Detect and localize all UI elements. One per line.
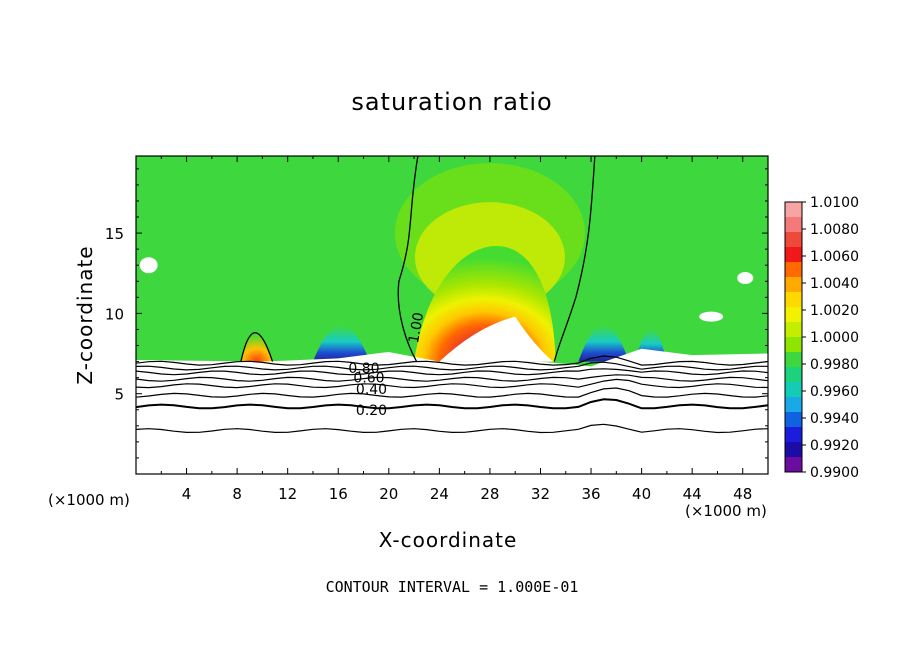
colorbar-tick-label: 1.0040 [810, 276, 859, 292]
colorbar-tick-label: 0.9900 [810, 465, 859, 481]
contour-label: 1.00 [406, 311, 427, 344]
contour-label: 0.60 [353, 371, 384, 387]
colorbar-swatch [785, 232, 802, 248]
colorbar-tick-label: 1.0020 [810, 303, 859, 319]
colorbar-tick-label: 0.9960 [810, 384, 859, 400]
colorbar-swatch [785, 337, 802, 353]
y-axis-label: Z-coordinate [73, 245, 97, 384]
colorbar-tick-label: 1.0000 [810, 330, 859, 346]
y-tick-label: 15 [105, 225, 124, 243]
colorbar-tick-label: 0.9920 [810, 438, 859, 454]
colorbar-swatch [785, 277, 802, 293]
subsaturated-region [312, 325, 370, 362]
x-unit-label: (×1000 m) [685, 502, 767, 520]
contour-label: 0.20 [356, 403, 387, 419]
chart-title: saturation ratio [351, 88, 553, 116]
dry-patch [699, 311, 724, 322]
contour-line [136, 368, 768, 376]
colorbar-swatch [785, 457, 802, 473]
y-tick-label: 5 [114, 386, 124, 404]
contour-line [136, 361, 768, 371]
contour-line [136, 378, 768, 389]
contour-line [136, 423, 768, 434]
contour-interval-note: CONTOUR INTERVAL = 1.000E-01 [325, 578, 579, 596]
warm-bump [240, 332, 273, 362]
colorbar-swatch [785, 217, 802, 233]
contour-bump [240, 332, 274, 362]
contour-label: 0.80 [348, 361, 379, 377]
colorbar-swatch [785, 397, 802, 413]
x-tick-label: 20 [379, 485, 398, 503]
y-tick-label: 10 [105, 305, 124, 323]
colorbar-swatch [785, 202, 802, 218]
colorbar-swatch [785, 262, 802, 278]
contour-label: 0.40 [356, 382, 387, 398]
plot-frame [135, 155, 769, 475]
contour-1.00-left [397, 156, 419, 362]
dry-layer [136, 348, 768, 474]
contour-1.00-right [553, 156, 596, 362]
colorbar-swatch [785, 427, 802, 443]
x-tick-label: 4 [182, 485, 192, 503]
x-tick-label: 28 [480, 485, 499, 503]
colorbar-swatch [785, 442, 802, 458]
saturation-field [136, 156, 768, 474]
y-unit-label: (×1000 m) [48, 491, 130, 509]
colorbar-swatch [785, 307, 802, 323]
subsaturated-region [578, 325, 629, 362]
x-tick-label: 40 [632, 485, 651, 503]
x-tick-label: 8 [232, 485, 242, 503]
x-tick-label: 36 [581, 485, 600, 503]
colorbar-tick-label: 1.0100 [810, 195, 859, 211]
colorbar-swatch [785, 292, 802, 308]
colorbar-swatch [785, 247, 802, 263]
colorbar-swatch [785, 382, 802, 398]
x-axis-label: X-coordinate [379, 528, 518, 552]
colorbar-swatch [785, 352, 802, 368]
colorbar-tick-label: 0.9940 [810, 411, 859, 427]
x-tick-label: 24 [430, 485, 449, 503]
x-tick-label: 44 [683, 485, 702, 503]
x-tick-label: 48 [733, 485, 752, 503]
colorbar-swatch [785, 367, 802, 383]
x-tick-label: 32 [531, 485, 550, 503]
colorbar-tick-label: 1.0060 [810, 249, 859, 265]
dry-patch [139, 257, 158, 274]
dry-patch [439, 316, 554, 362]
x-tick-label: 16 [329, 485, 348, 503]
colorbar-swatch [785, 412, 802, 428]
dry-patch [737, 272, 754, 285]
contour-line [136, 374, 768, 382]
contour-line [136, 398, 768, 410]
colorbar-swatch [785, 322, 802, 338]
x-tick-label: 12 [278, 485, 297, 503]
colorbar-tick-label: 0.9980 [810, 357, 859, 373]
colorbar-tick-label: 1.0080 [810, 222, 859, 238]
contour-line [136, 387, 768, 398]
